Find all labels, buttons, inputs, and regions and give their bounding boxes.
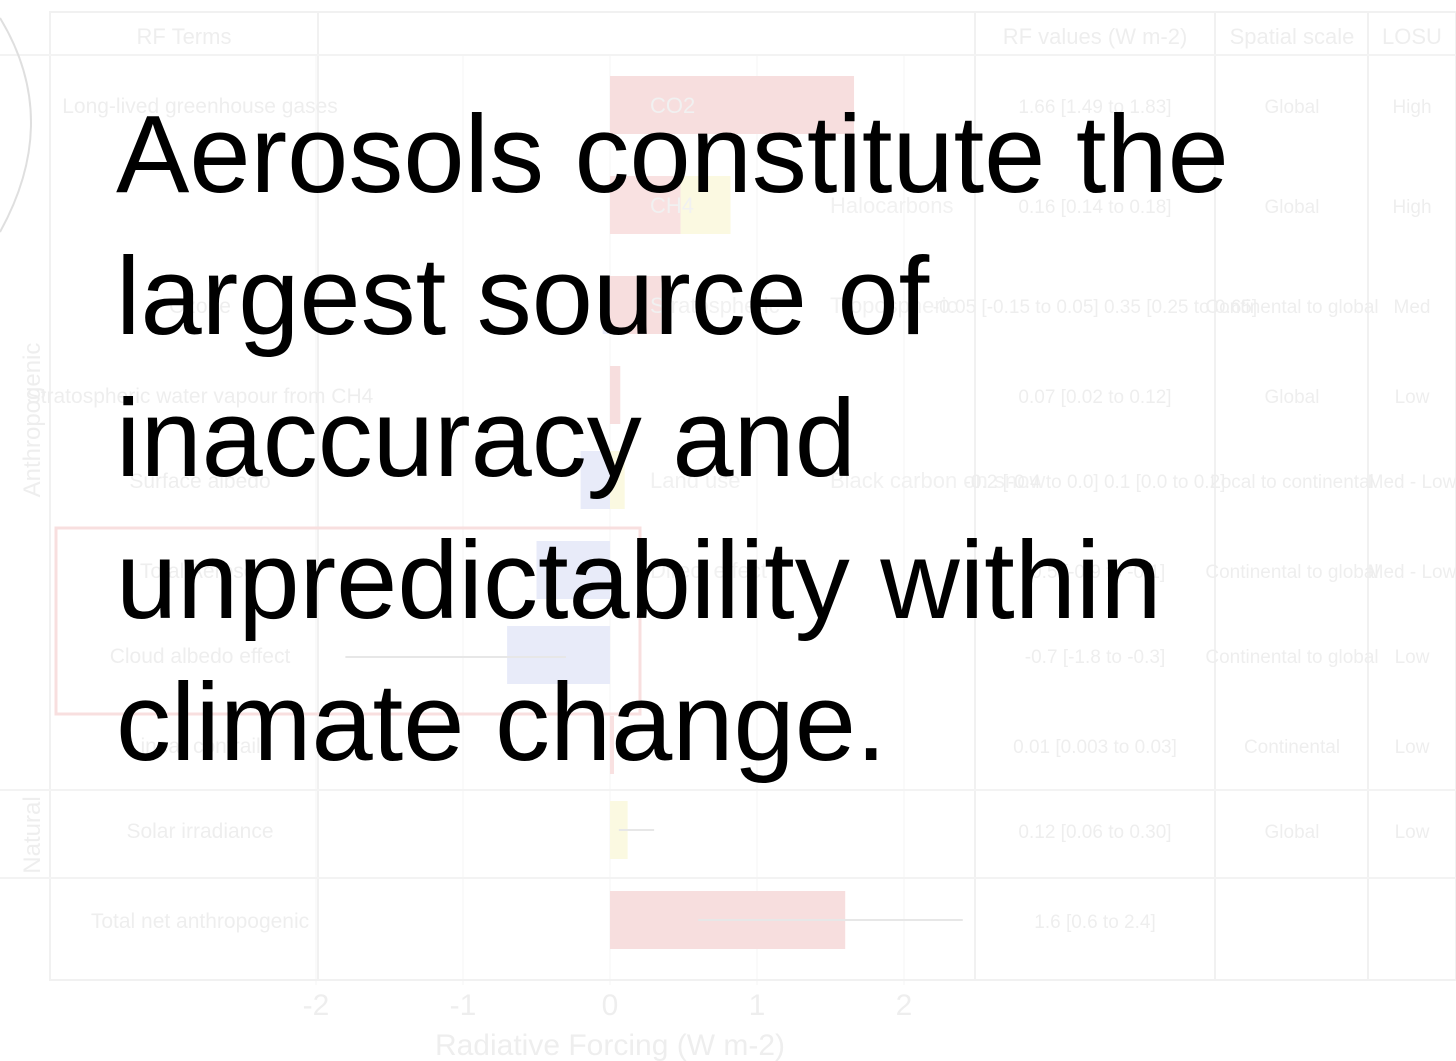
headline-line: largest source of: [116, 235, 930, 358]
headline-line: unpredictability within: [116, 519, 1162, 642]
headline-line: inaccuracy and: [116, 377, 856, 500]
headline: Aerosols constitute the largest source o…: [116, 84, 1416, 794]
headline-line: climate change.: [116, 661, 887, 784]
headline-line: Aerosols constitute the: [116, 93, 1229, 216]
